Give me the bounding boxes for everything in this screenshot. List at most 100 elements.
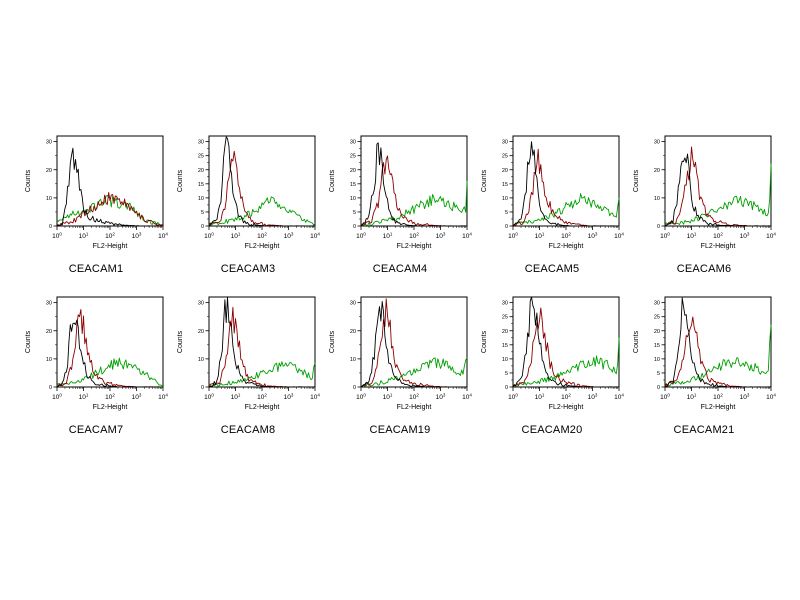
svg-text:104: 104 (310, 393, 320, 402)
svg-text:10: 10 (654, 196, 660, 202)
svg-text:15: 15 (350, 182, 356, 188)
svg-text:10: 10 (350, 196, 356, 202)
svg-text:Counts: Counts (329, 169, 336, 192)
plot-title: CEACAM5 (524, 263, 580, 275)
histogram-cell-ceacam1: 100 101 102 103 104 0 10 20 30 FL2-Height Counts C… (20, 128, 172, 275)
plot-title: CEACAM4 (372, 263, 428, 275)
svg-text:FL2-Height: FL2-Height (549, 404, 584, 411)
svg-text:Counts: Counts (25, 330, 32, 353)
svg-text:100: 100 (356, 232, 366, 241)
svg-text:104: 104 (766, 232, 776, 241)
svg-text:Counts: Counts (177, 330, 184, 353)
svg-text:103: 103 (132, 232, 142, 241)
svg-text:101: 101 (79, 393, 89, 402)
svg-text:100: 100 (508, 393, 518, 402)
svg-text:103: 103 (588, 393, 598, 402)
histogram-canvas-ceacam7: 100 101 102 103 104 0 10 20 30 FL2-Height Counts (25, 296, 168, 411)
svg-text:104: 104 (158, 393, 168, 402)
svg-text:20: 20 (502, 329, 508, 335)
svg-text:101: 101 (231, 232, 241, 241)
plot-title: CEACAM20 (521, 424, 583, 436)
svg-text:20: 20 (198, 329, 204, 335)
svg-text:100: 100 (52, 393, 62, 402)
svg-text:30: 30 (654, 140, 660, 146)
svg-text:101: 101 (383, 393, 393, 402)
svg-text:0: 0 (505, 385, 508, 391)
svg-text:102: 102 (257, 232, 267, 241)
histogram-cell-ceacam3: 100 101 102 103 104 0 5 10 15 20 25 30 FL2-Height Cou… (172, 128, 324, 275)
histogram-cell-ceacam19: 100 101 102 103 104 0 10 20 30 FL2-Height Counts C… (324, 289, 476, 436)
svg-text:0: 0 (49, 224, 52, 230)
svg-text:10: 10 (654, 357, 660, 363)
svg-text:FL2-Height: FL2-Height (93, 404, 128, 411)
svg-text:FL2-Height: FL2-Height (93, 243, 128, 250)
svg-text:10: 10 (46, 196, 52, 202)
svg-text:104: 104 (766, 393, 776, 402)
svg-text:102: 102 (561, 393, 571, 402)
svg-text:103: 103 (436, 393, 446, 402)
svg-text:5: 5 (657, 371, 660, 377)
svg-text:20: 20 (46, 329, 52, 335)
svg-text:0: 0 (657, 224, 660, 230)
plot-title: CEACAM3 (220, 263, 276, 275)
svg-text:Counts: Counts (177, 169, 184, 192)
svg-text:10: 10 (198, 357, 204, 363)
svg-text:5: 5 (353, 210, 356, 216)
svg-text:20: 20 (198, 168, 204, 174)
histogram-cell-ceacam7: 100 101 102 103 104 0 10 20 30 FL2-Height Counts C… (20, 289, 172, 436)
svg-text:10: 10 (350, 357, 356, 363)
facs-figure: 100 101 102 103 104 0 10 20 30 FL2-Height Counts C… (0, 128, 800, 436)
histogram-cell-ceacam5: 100 101 102 103 104 0 5 10 15 20 25 30 FL2-Height Cou… (476, 128, 628, 275)
svg-text:FL2-Height: FL2-Height (397, 404, 432, 411)
svg-text:0: 0 (505, 224, 508, 230)
svg-text:104: 104 (310, 232, 320, 241)
histogram-canvas-ceacam20: 100 101 102 103 104 0 5 10 15 20 25 30 FL2-Height Cou… (481, 296, 624, 411)
svg-text:0: 0 (353, 224, 356, 230)
svg-text:102: 102 (713, 232, 723, 241)
svg-text:0: 0 (201, 224, 204, 230)
histogram-canvas-ceacam21: 100 101 102 103 104 0 5 10 15 20 25 30 FL2-Height Cou… (633, 296, 776, 411)
histogram-canvas-ceacam5: 100 101 102 103 104 0 5 10 15 20 25 30 FL2-Height Cou… (481, 135, 624, 250)
svg-text:102: 102 (105, 232, 115, 241)
histogram-cell-ceacam21: 100 101 102 103 104 0 5 10 15 20 25 30 FL2-Height Cou… (628, 289, 780, 436)
svg-text:10: 10 (198, 196, 204, 202)
svg-text:FL2-Height: FL2-Height (701, 404, 736, 411)
histogram-canvas-ceacam4: 100 101 102 103 104 0 5 10 15 20 25 30 FL2-Height Cou… (329, 135, 472, 250)
svg-text:104: 104 (462, 232, 472, 241)
svg-text:20: 20 (654, 329, 660, 335)
svg-text:10: 10 (502, 357, 508, 363)
svg-text:FL2-Height: FL2-Height (245, 404, 280, 411)
svg-text:101: 101 (383, 232, 393, 241)
histogram-cell-ceacam8: 100 101 102 103 104 0 10 20 30 FL2-Height Counts C… (172, 289, 324, 436)
plot-title: CEACAM19 (369, 424, 431, 436)
svg-text:102: 102 (561, 232, 571, 241)
svg-text:103: 103 (740, 232, 750, 241)
svg-text:Counts: Counts (633, 169, 640, 192)
svg-text:102: 102 (409, 393, 419, 402)
svg-text:20: 20 (502, 168, 508, 174)
svg-text:FL2-Height: FL2-Height (701, 243, 736, 250)
svg-text:102: 102 (409, 232, 419, 241)
svg-text:103: 103 (284, 232, 294, 241)
svg-text:Counts: Counts (25, 169, 32, 192)
svg-text:10: 10 (46, 357, 52, 363)
svg-text:FL2-Height: FL2-Height (549, 243, 584, 250)
plot-title: CEACAM6 (676, 263, 732, 275)
svg-text:103: 103 (132, 393, 142, 402)
svg-text:0: 0 (201, 385, 204, 391)
svg-text:104: 104 (462, 393, 472, 402)
svg-text:100: 100 (508, 232, 518, 241)
svg-text:100: 100 (52, 232, 62, 241)
svg-text:30: 30 (46, 301, 52, 307)
svg-text:101: 101 (687, 232, 697, 241)
svg-text:10: 10 (502, 196, 508, 202)
svg-text:25: 25 (502, 315, 508, 321)
svg-text:20: 20 (654, 168, 660, 174)
svg-text:101: 101 (79, 232, 89, 241)
svg-text:103: 103 (284, 393, 294, 402)
svg-text:FL2-Height: FL2-Height (245, 243, 280, 250)
histogram-cell-ceacam20: 100 101 102 103 104 0 5 10 15 20 25 30 FL2-Height Cou… (476, 289, 628, 436)
svg-text:15: 15 (654, 343, 660, 349)
svg-text:15: 15 (502, 343, 508, 349)
svg-text:Counts: Counts (481, 169, 488, 192)
